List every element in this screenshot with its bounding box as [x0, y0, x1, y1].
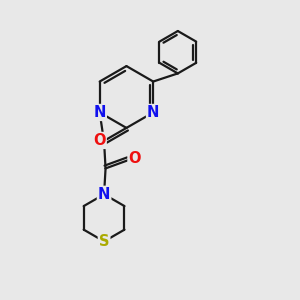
Text: N: N: [98, 187, 110, 202]
Text: O: O: [128, 151, 141, 166]
Text: N: N: [147, 105, 159, 120]
Text: N: N: [94, 105, 106, 120]
Text: S: S: [99, 234, 109, 249]
Text: O: O: [93, 133, 106, 148]
